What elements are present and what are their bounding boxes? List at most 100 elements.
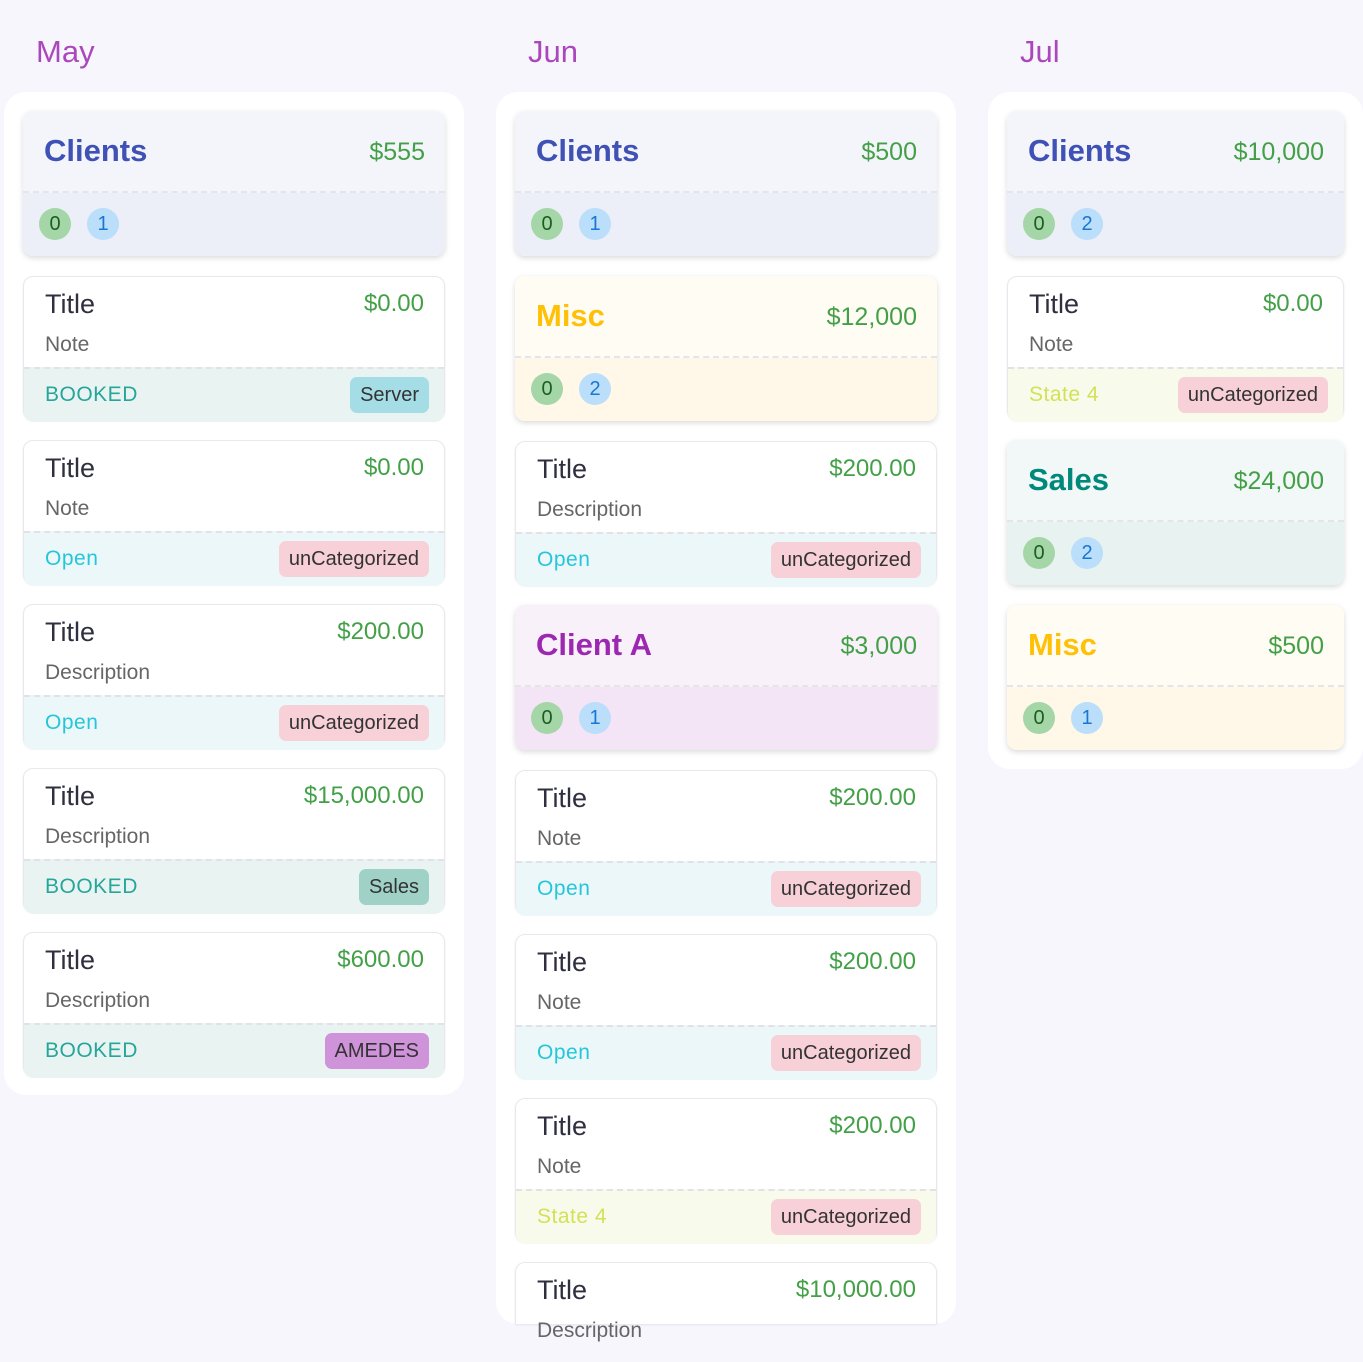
item-card[interactable]: Title $200.00 Description Open unCategorized bbox=[515, 441, 937, 587]
item-note: Description bbox=[537, 1319, 643, 1342]
group-amount: $500 bbox=[861, 138, 917, 166]
group-header: Misc $12,000 bbox=[515, 276, 937, 358]
count-badge-blue: 1 bbox=[87, 208, 119, 240]
item-title: Title bbox=[45, 781, 96, 811]
category-tag[interactable]: unCategorized bbox=[770, 1035, 921, 1071]
item-note: Note bbox=[537, 827, 582, 850]
item-card[interactable]: Title $200.00 Note Open unCategorized bbox=[515, 770, 937, 916]
group-title: Misc bbox=[536, 298, 605, 333]
category-tag[interactable]: unCategorized bbox=[770, 1199, 921, 1235]
item-card[interactable]: Title $600.00 Description BOOKED AMEDES bbox=[23, 932, 445, 1078]
item-card[interactable]: Title $200.00 Description Open unCategorized bbox=[23, 604, 445, 750]
group-header: Clients $500 bbox=[515, 111, 937, 193]
status-label: Open bbox=[45, 547, 99, 570]
column-panel: Clients $555 0 1 Title $0.00 Note BOOKED Server T… bbox=[4, 92, 464, 1095]
item-title: Title bbox=[1029, 289, 1080, 319]
item-card[interactable]: Title $0.00 Note State 4 unCategorized bbox=[1007, 276, 1344, 422]
status-label: Open bbox=[537, 548, 591, 571]
category-tag[interactable]: AMEDES bbox=[324, 1033, 429, 1069]
group-card[interactable]: Clients $555 0 1 bbox=[23, 111, 445, 266]
group-amount: $3,000 bbox=[840, 632, 917, 660]
status-label: Open bbox=[537, 1041, 591, 1064]
count-badge-green: 0 bbox=[531, 208, 563, 240]
group-card[interactable]: Misc $500 0 1 bbox=[1007, 605, 1344, 760]
group-amount: $10,000 bbox=[1233, 138, 1324, 166]
item-amount: $0.00 bbox=[363, 454, 424, 481]
item-footer: Open unCategorized bbox=[24, 695, 444, 750]
group-header: Clients $555 bbox=[23, 111, 445, 193]
item-amount: $10,000.00 bbox=[795, 1276, 916, 1303]
item-amount: $200.00 bbox=[829, 455, 916, 482]
category-tag[interactable]: unCategorized bbox=[278, 705, 429, 741]
group-card[interactable]: Clients $500 0 1 bbox=[515, 111, 937, 266]
item-footer: State 4 unCategorized bbox=[516, 1189, 936, 1244]
item-note: Note bbox=[45, 497, 90, 520]
item-amount: $200.00 bbox=[337, 618, 424, 645]
category-tag[interactable]: unCategorized bbox=[278, 541, 429, 577]
count-badge-green: 0 bbox=[531, 702, 563, 734]
group-amount: $500 bbox=[1268, 632, 1324, 660]
count-badge-green: 0 bbox=[1023, 208, 1055, 240]
status-label: State 4 bbox=[537, 1205, 608, 1228]
item-title: Title bbox=[45, 453, 96, 483]
item-card[interactable]: Title $10,000.00 Description bbox=[515, 1262, 937, 1342]
item-title: Title bbox=[537, 454, 588, 484]
item-title: Title bbox=[45, 289, 96, 319]
item-title: Title bbox=[537, 783, 588, 813]
group-header: Client A $3,000 bbox=[515, 605, 937, 687]
count-badge-green: 0 bbox=[39, 208, 71, 240]
item-amount: $0.00 bbox=[1262, 290, 1323, 317]
item-amount: $600.00 bbox=[337, 946, 424, 973]
item-amount: $200.00 bbox=[829, 1112, 916, 1139]
group-title: Misc bbox=[1028, 627, 1097, 662]
column-panel: Clients $500 0 1 Misc $12,000 0 2 Title $200.00 De… bbox=[496, 92, 956, 1342]
group-header: Sales $24,000 bbox=[1007, 440, 1344, 522]
group-card[interactable]: Sales $24,000 0 2 bbox=[1007, 440, 1344, 595]
month-heading: May bbox=[36, 34, 95, 69]
item-footer: BOOKED Server bbox=[24, 367, 444, 422]
item-title: Title bbox=[537, 1111, 588, 1141]
category-tag[interactable]: unCategorized bbox=[1177, 377, 1328, 413]
status-label: BOOKED bbox=[45, 1039, 138, 1062]
group-card[interactable]: Misc $12,000 0 2 bbox=[515, 276, 937, 431]
group-amount: $555 bbox=[369, 138, 425, 166]
status-label: State 4 bbox=[1029, 383, 1100, 406]
count-badge-blue: 1 bbox=[579, 702, 611, 734]
item-amount: $200.00 bbox=[829, 784, 916, 811]
item-note: Note bbox=[537, 991, 582, 1014]
count-badge-green: 0 bbox=[531, 373, 563, 405]
count-badge-blue: 1 bbox=[579, 208, 611, 240]
status-label: BOOKED bbox=[45, 875, 138, 898]
item-title: Title bbox=[45, 945, 96, 975]
item-amount: $15,000.00 bbox=[303, 782, 424, 809]
item-card[interactable]: Title $200.00 Note State 4 unCategorized bbox=[515, 1098, 937, 1244]
item-card[interactable]: Title $15,000.00 Description BOOKED Sales bbox=[23, 768, 445, 914]
category-tag[interactable]: unCategorized bbox=[770, 871, 921, 907]
status-label: Open bbox=[537, 877, 591, 900]
category-tag[interactable]: Sales bbox=[358, 869, 429, 905]
item-title: Title bbox=[537, 947, 588, 977]
item-amount: $0.00 bbox=[363, 290, 424, 317]
item-card[interactable]: Title $200.00 Note Open unCategorized bbox=[515, 934, 937, 1080]
group-card[interactable]: Client A $3,000 0 1 bbox=[515, 605, 937, 760]
item-card[interactable]: Title $0.00 Note Open unCategorized bbox=[23, 440, 445, 586]
status-label: BOOKED bbox=[45, 383, 138, 406]
item-amount: $200.00 bbox=[829, 948, 916, 975]
item-footer: BOOKED Sales bbox=[24, 859, 444, 914]
item-note: Description bbox=[45, 989, 151, 1012]
count-badge-blue: 2 bbox=[1071, 208, 1103, 240]
group-amount: $24,000 bbox=[1233, 467, 1324, 495]
group-header: Misc $500 bbox=[1007, 605, 1344, 687]
item-note: Description bbox=[45, 825, 151, 848]
group-card[interactable]: Clients $10,000 0 2 bbox=[1007, 111, 1344, 266]
count-badge-green: 0 bbox=[1023, 537, 1055, 569]
column-panel: Clients $10,000 0 2 Title $0.00 Note State 4 unC… bbox=[988, 92, 1363, 769]
category-tag[interactable]: Server bbox=[350, 377, 429, 413]
item-note: Note bbox=[1029, 333, 1074, 356]
item-card[interactable]: Title $0.00 Note BOOKED Server bbox=[23, 276, 445, 422]
category-tag[interactable]: unCategorized bbox=[770, 542, 921, 578]
item-footer: Open unCategorized bbox=[516, 532, 936, 587]
